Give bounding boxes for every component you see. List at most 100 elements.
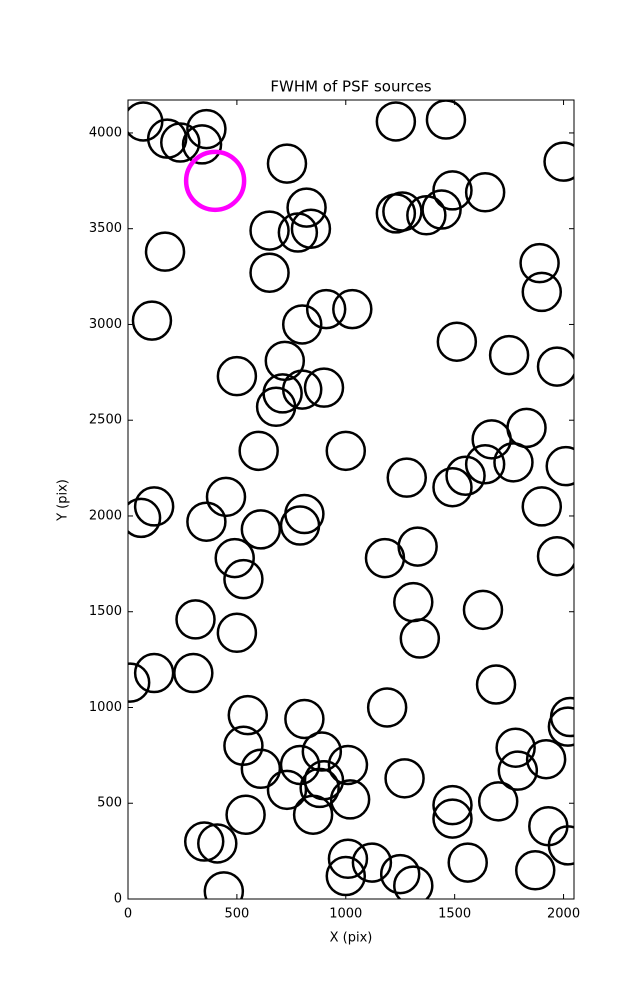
- source-marker: [214, 537, 255, 579]
- source-marker: [186, 501, 227, 542]
- source-marker: [547, 706, 574, 747]
- source-marker: [386, 457, 427, 498]
- source-marker: [475, 664, 517, 705]
- source-marker: [281, 304, 323, 345]
- source-marker: [240, 509, 282, 550]
- source-marker: [543, 141, 574, 182]
- source-marker: [301, 731, 343, 772]
- x-tick-label: 0: [124, 907, 132, 922]
- source-marker: [327, 838, 369, 880]
- source-marker: [144, 231, 186, 272]
- source-marker: [277, 212, 319, 253]
- source-marker: [379, 853, 421, 895]
- source-marker: [432, 798, 473, 839]
- source-marker: [445, 455, 486, 497]
- y-tick-label: 1500: [89, 604, 122, 619]
- source-marker: [521, 486, 563, 527]
- source-marker: [197, 823, 238, 864]
- source-marker: [447, 842, 488, 883]
- y-tick-label: 1000: [89, 700, 122, 715]
- source-marker: [186, 108, 227, 150]
- source-marker: [266, 143, 308, 184]
- source-marker: [255, 386, 297, 428]
- source-marker: [216, 355, 258, 397]
- source-marker: [514, 850, 556, 891]
- source-marker: [521, 271, 563, 313]
- source-marker: [183, 149, 247, 213]
- source-marker: [133, 486, 175, 527]
- source-marker: [477, 781, 519, 822]
- source-marker: [128, 662, 151, 703]
- source-marker: [495, 727, 536, 768]
- source-marker: [351, 842, 393, 883]
- source-marker: [299, 767, 340, 809]
- x-tick-label: 1500: [438, 907, 471, 922]
- source-marker: [249, 252, 290, 293]
- source-marker: [488, 334, 530, 376]
- y-tick-label: 3500: [89, 221, 122, 236]
- source-marker: [240, 748, 282, 790]
- source-marker: [292, 794, 334, 835]
- source-marker: [536, 346, 574, 387]
- y-tick-label: 2000: [89, 508, 122, 523]
- y-tick-label: 4000: [89, 125, 122, 140]
- source-marker: [329, 779, 371, 820]
- source-marker: [203, 871, 245, 899]
- x-tick-label: 2000: [547, 907, 580, 922]
- source-marker: [181, 124, 223, 165]
- source-marker: [303, 367, 345, 408]
- source-marker: [536, 535, 574, 577]
- y-axis-label: Y (pix): [56, 479, 71, 522]
- source-marker: [325, 430, 367, 472]
- source-marker: [279, 505, 321, 546]
- source-marker: [364, 537, 406, 579]
- source-marker: [173, 652, 214, 694]
- y-tick-label: 0: [114, 892, 122, 907]
- x-axis-label: X (pix): [330, 931, 373, 946]
- source-marker: [493, 442, 534, 483]
- source-marker: [225, 794, 266, 835]
- source-marker: [216, 612, 258, 654]
- y-tick-label: 2500: [89, 413, 122, 428]
- source-marker: [506, 407, 547, 449]
- source-marker: [223, 558, 264, 600]
- source-marker: [249, 210, 290, 251]
- source-marker: [399, 618, 441, 659]
- source-marker: [332, 288, 373, 330]
- chart-title: FWHM of PSF sources: [270, 78, 431, 96]
- source-marker: [425, 100, 467, 140]
- source-marker: [131, 300, 173, 341]
- y-tick-label: 3000: [89, 317, 122, 332]
- source-marker: [519, 242, 560, 284]
- source-marker: [305, 288, 347, 330]
- source-marker: [432, 170, 473, 211]
- source-marker: [545, 445, 574, 487]
- source-marker: [286, 187, 327, 228]
- source-marker: [497, 750, 539, 791]
- source-marker: [366, 687, 408, 728]
- source-marker: [464, 172, 506, 213]
- source-marker: [327, 744, 369, 786]
- source-marker: [464, 444, 506, 485]
- source-marker: [525, 738, 567, 780]
- source-marker: [462, 589, 504, 631]
- source-marker: [266, 769, 308, 811]
- plot-area: [128, 100, 574, 899]
- source-marker: [238, 430, 279, 472]
- x-tick-label: 1000: [329, 907, 362, 922]
- source-marker: [432, 784, 473, 826]
- y-tick-label: 500: [97, 796, 122, 811]
- source-marker: [382, 191, 423, 232]
- source-marker: [175, 599, 216, 640]
- source-marker: [384, 758, 425, 799]
- source-marker: [432, 466, 473, 508]
- source-marker: [406, 195, 447, 236]
- source-marker: [160, 122, 201, 163]
- source-marker: [547, 825, 574, 866]
- source-marker: [393, 865, 434, 899]
- x-tick-label: 500: [224, 907, 249, 922]
- source-marker: [227, 694, 269, 736]
- source-marker: [183, 821, 225, 862]
- source-marker: [205, 476, 247, 518]
